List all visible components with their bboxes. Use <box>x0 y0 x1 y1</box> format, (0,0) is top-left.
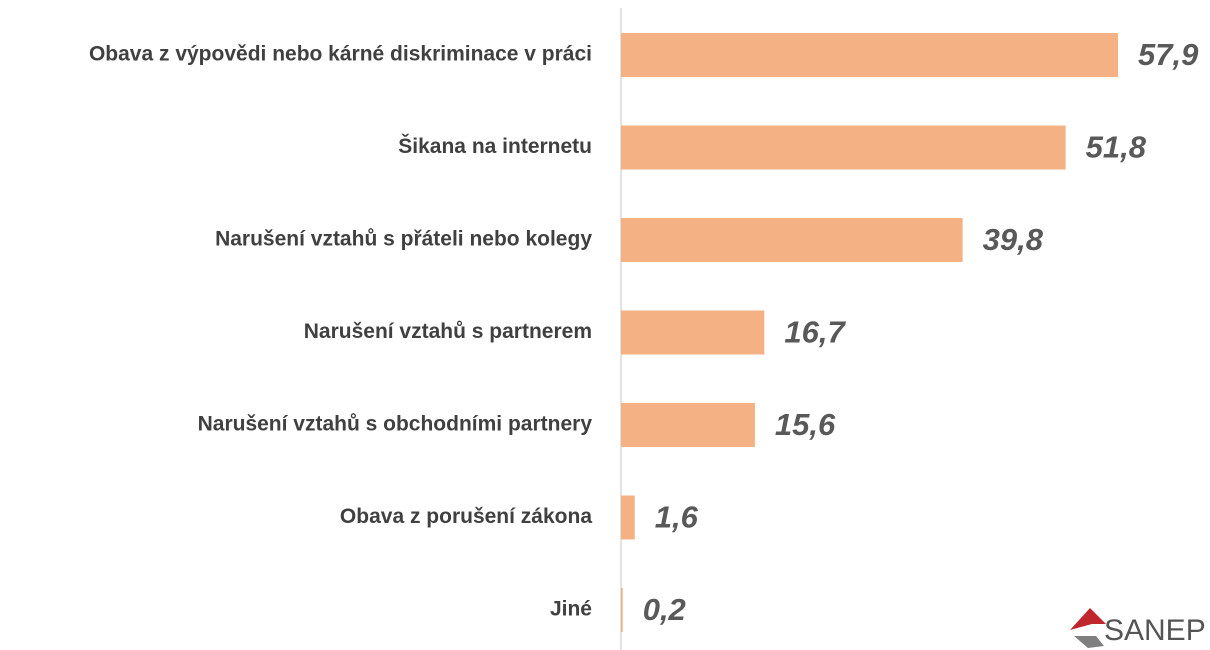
category-label: Narušení vztahů s přáteli nebo kolegy <box>215 228 592 251</box>
bar <box>621 310 765 355</box>
category-label: Obava z porušení zákona <box>340 505 592 528</box>
bar <box>621 495 635 540</box>
bar <box>621 403 755 447</box>
value-label: 15,6 <box>775 407 836 442</box>
value-label: 51,8 <box>1086 130 1147 165</box>
logo: SANEP <box>1070 608 1206 648</box>
logo-icon <box>1070 608 1106 630</box>
logo-icon <box>1074 636 1104 648</box>
category-label: Obava z výpovědi nebo kárné diskriminace… <box>89 43 592 66</box>
bar <box>621 588 623 632</box>
bar <box>621 33 1118 77</box>
logo-text: SANEP <box>1104 614 1206 647</box>
category-label: Narušení vztahů s obchodními partnery <box>198 413 593 436</box>
bar <box>621 218 963 262</box>
value-label: 1,6 <box>655 500 699 535</box>
value-label: 57,9 <box>1138 37 1199 72</box>
bar <box>621 125 1066 170</box>
category-label: Jiné <box>550 598 592 621</box>
value-label: 16,7 <box>784 315 846 350</box>
category-label: Narušení vztahů s partnerem <box>304 320 592 343</box>
category-label: Šikana na internetu <box>398 134 592 158</box>
value-label: 39,8 <box>983 222 1044 257</box>
value-label: 0,2 <box>643 592 686 627</box>
